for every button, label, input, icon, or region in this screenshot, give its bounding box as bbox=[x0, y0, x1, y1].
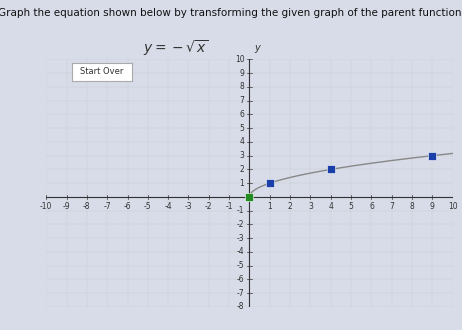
Text: 4: 4 bbox=[328, 202, 333, 211]
Text: -3: -3 bbox=[185, 202, 192, 211]
Text: -9: -9 bbox=[63, 202, 70, 211]
Text: -4: -4 bbox=[164, 202, 172, 211]
Text: -1: -1 bbox=[237, 206, 244, 215]
Text: 3: 3 bbox=[308, 202, 313, 211]
Text: -7: -7 bbox=[103, 202, 111, 211]
Text: -4: -4 bbox=[237, 248, 244, 256]
Text: 2: 2 bbox=[288, 202, 292, 211]
Text: $y = -\sqrt{x}$: $y = -\sqrt{x}$ bbox=[143, 38, 208, 58]
Text: Start Over: Start Over bbox=[80, 67, 123, 76]
Text: -1: -1 bbox=[225, 202, 233, 211]
Text: 4: 4 bbox=[239, 137, 244, 147]
Text: -3: -3 bbox=[237, 234, 244, 243]
Text: 7: 7 bbox=[239, 96, 244, 105]
Text: 6: 6 bbox=[239, 110, 244, 119]
Text: 7: 7 bbox=[389, 202, 394, 211]
Text: -7: -7 bbox=[237, 289, 244, 298]
Text: -6: -6 bbox=[124, 202, 131, 211]
Text: 2: 2 bbox=[240, 165, 244, 174]
Text: -8: -8 bbox=[237, 302, 244, 312]
Text: -8: -8 bbox=[83, 202, 91, 211]
Text: -2: -2 bbox=[237, 220, 244, 229]
Text: y: y bbox=[255, 43, 260, 52]
Text: -5: -5 bbox=[144, 202, 152, 211]
Text: 1: 1 bbox=[267, 202, 272, 211]
Text: 10: 10 bbox=[448, 202, 457, 211]
Text: -2: -2 bbox=[205, 202, 213, 211]
Text: -10: -10 bbox=[40, 202, 52, 211]
Text: -6: -6 bbox=[237, 275, 244, 284]
Text: 8: 8 bbox=[240, 82, 244, 91]
Text: 3: 3 bbox=[239, 151, 244, 160]
Text: 9: 9 bbox=[239, 69, 244, 78]
Text: 1: 1 bbox=[240, 179, 244, 188]
Text: -5: -5 bbox=[237, 261, 244, 270]
Text: 10: 10 bbox=[235, 55, 244, 64]
Text: Graph the equation shown below by transforming the given graph of the parent fun: Graph the equation shown below by transf… bbox=[0, 8, 462, 18]
Text: 8: 8 bbox=[410, 202, 414, 211]
Text: 6: 6 bbox=[369, 202, 374, 211]
Text: 5: 5 bbox=[239, 124, 244, 133]
Text: 9: 9 bbox=[430, 202, 435, 211]
Text: 5: 5 bbox=[349, 202, 353, 211]
